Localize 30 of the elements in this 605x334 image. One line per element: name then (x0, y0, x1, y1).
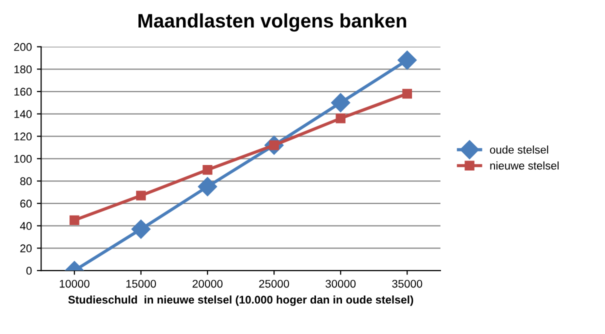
x-tick-label: 30000 (326, 280, 356, 288)
y-tick-label: 200 (14, 43, 32, 51)
chart-title: Maandlasten volgens banken (138, 13, 406, 32)
y-tick-label: 140 (14, 110, 32, 118)
x-tick-label: 20000 (192, 280, 223, 288)
point (402, 88, 412, 99)
y-tick-label: 160 (14, 88, 32, 96)
legend-label: nieuwe stelsel (490, 161, 559, 170)
point (131, 220, 150, 239)
y-tick-label: 60 (20, 200, 32, 208)
point (70, 215, 80, 226)
y-tick-label: 20 (20, 244, 32, 252)
point (331, 93, 350, 112)
x-axis-title: Studieschuld in nieuwe stelsel (10.000 hoger dan in oude stelsel) (68, 295, 414, 306)
x-tick-label: 10000 (60, 280, 90, 288)
legend-label: oude stelsel (490, 146, 548, 154)
x-tick-label: 35000 (392, 280, 422, 288)
y-tick-label: 100 (14, 154, 32, 163)
y-tick-label: 40 (20, 222, 32, 230)
point (198, 177, 218, 196)
y-tick-label: 80 (20, 177, 32, 186)
point (398, 50, 417, 70)
x-tick-label: 25000 (259, 280, 290, 288)
y-tick-label: 0 (26, 266, 32, 275)
point (336, 114, 346, 124)
point (202, 164, 212, 175)
y-tick-label: 180 (14, 65, 32, 74)
y-tick-label: 120 (14, 132, 32, 140)
point (136, 190, 146, 200)
x-tick-label: 15000 (126, 280, 156, 288)
